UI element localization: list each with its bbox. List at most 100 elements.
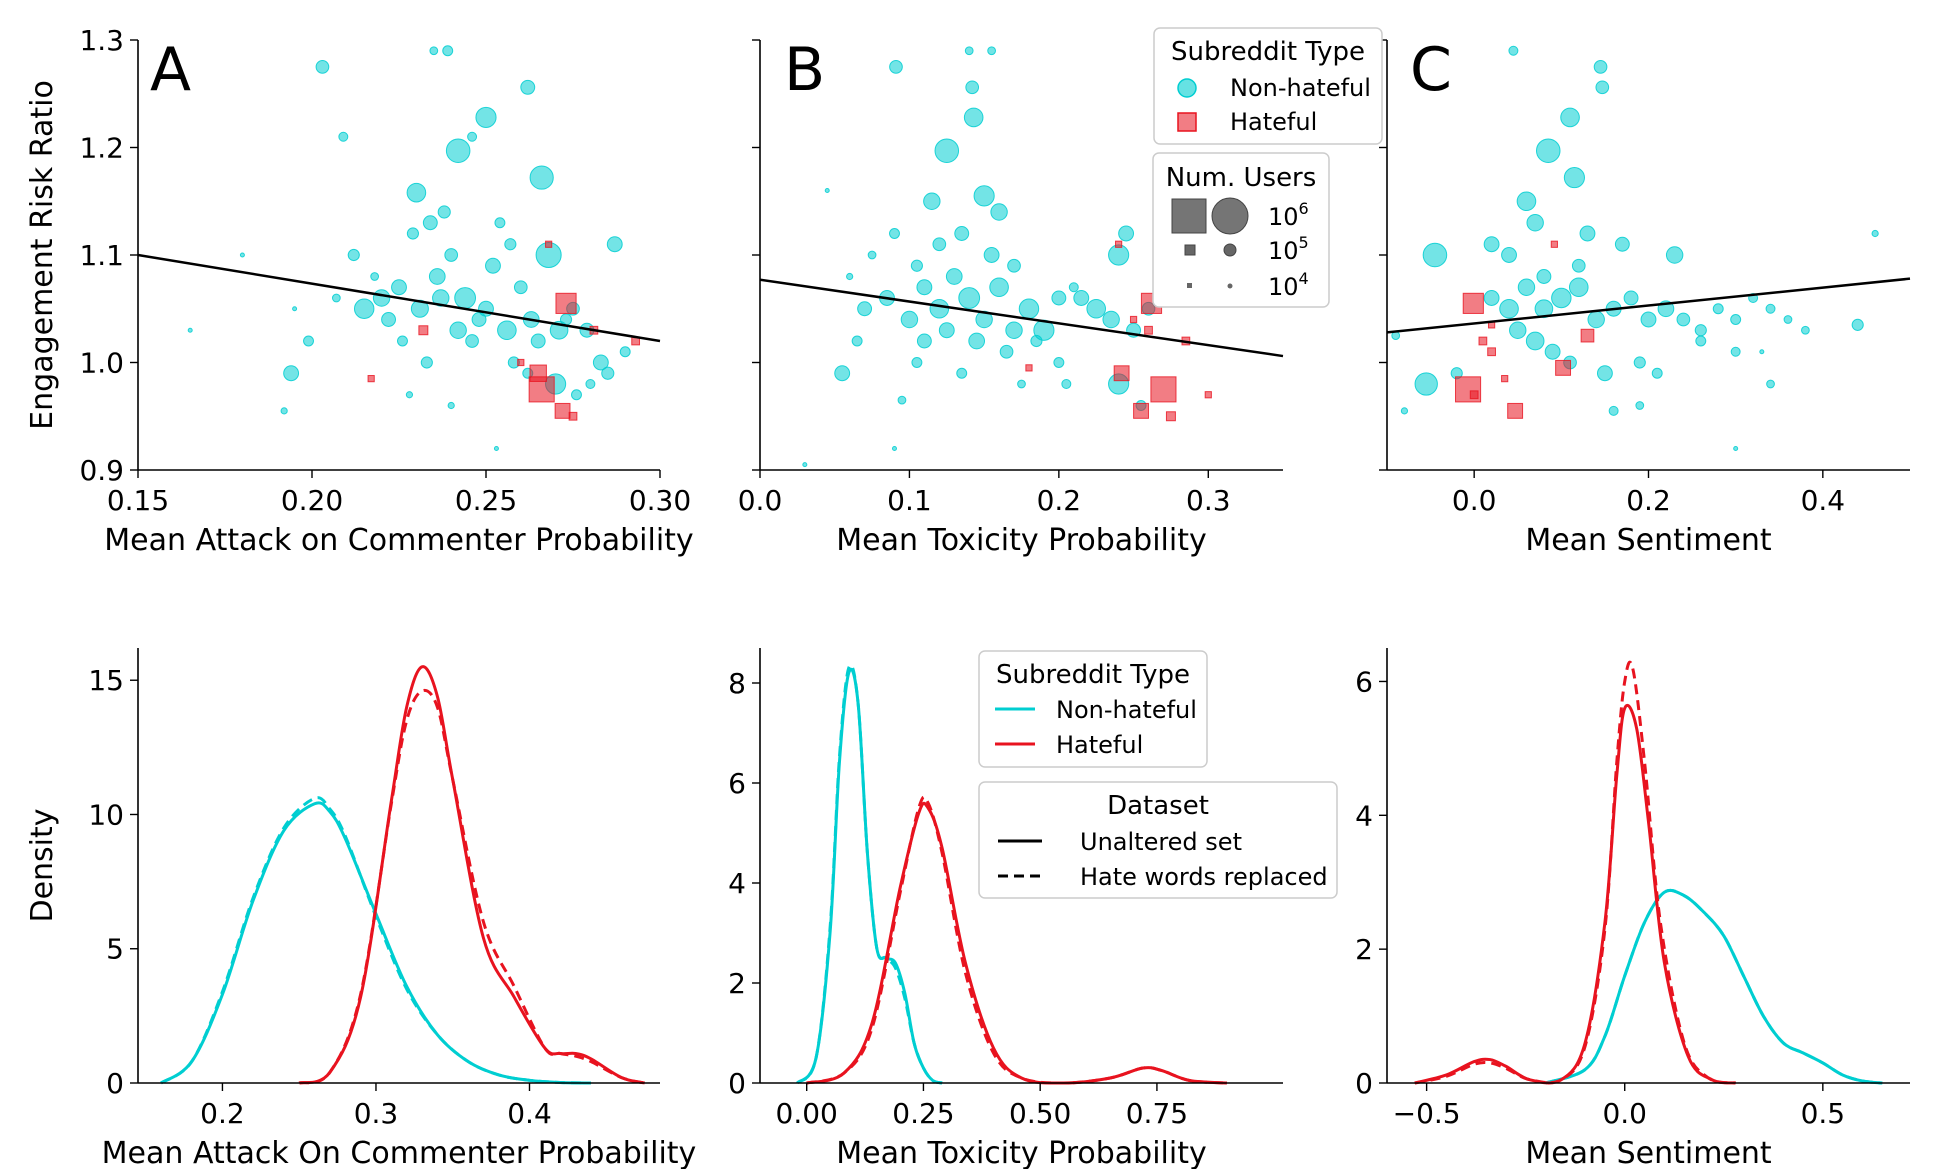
- scatter-point-non-hateful: [1651, 367, 1663, 379]
- scatter-point-non-hateful: [1614, 236, 1630, 252]
- legend-frame: [978, 650, 1208, 768]
- scatter-point-non-hateful: [381, 312, 397, 327]
- scatter-point-non-hateful: [846, 272, 854, 281]
- scatter-point-non-hateful: [397, 335, 408, 347]
- y-axis-label: Density: [25, 808, 60, 922]
- regression-line: [137, 253, 661, 343]
- panel-d-density: 0.2 0.3 0.4 0 5 10 15 Mean Attack On Commenter…: [25, 648, 696, 1169]
- scatter-point-non-hateful: [449, 321, 467, 339]
- scatter-point-non-hateful: [1560, 107, 1580, 128]
- scatter-point-hateful: [1144, 325, 1153, 335]
- scatter-point-non-hateful: [331, 293, 341, 303]
- x-tick-label: 0.5: [1801, 1097, 1846, 1130]
- scatter-point-non-hateful: [1536, 269, 1552, 284]
- scatter-point-hateful: [418, 325, 429, 336]
- scatter-point-non-hateful: [1501, 247, 1517, 263]
- scatter-point-non-hateful: [454, 287, 477, 309]
- scatter-point-non-hateful: [1595, 80, 1610, 95]
- scatter-point-non-hateful: [1712, 303, 1724, 315]
- scatter-point-non-hateful: [1516, 191, 1537, 212]
- x-tick-label: 0.30: [629, 484, 691, 517]
- scatter-point-hateful: [1113, 365, 1130, 382]
- x-tick-label: 0.75: [1126, 1097, 1188, 1130]
- scatter-point-non-hateful: [1017, 379, 1026, 389]
- scatter-point-non-hateful: [916, 333, 932, 349]
- scatter-point-hateful: [517, 358, 525, 367]
- scatter-point-non-hateful: [1608, 405, 1619, 416]
- scatter-point-non-hateful: [1801, 325, 1810, 335]
- scatter-point-non-hateful: [824, 187, 830, 194]
- scatter-point-non-hateful: [1851, 318, 1864, 331]
- scatter-point-hateful: [554, 402, 571, 419]
- x-tick-label: 0.2: [200, 1097, 245, 1130]
- y-tick-label: 5: [106, 933, 124, 966]
- legend-label-unaltered: Unaltered set: [1080, 828, 1242, 856]
- scatter-point-hateful: [1204, 391, 1212, 399]
- size-marker-circle-large: [1211, 197, 1249, 235]
- scatter-point-non-hateful: [802, 462, 808, 468]
- scatter-point-non-hateful: [1508, 45, 1519, 56]
- scatter-point-non-hateful: [851, 335, 863, 347]
- scatter-point-non-hateful: [1007, 258, 1021, 273]
- scatter-point-non-hateful: [429, 46, 439, 56]
- scatter-point-hateful: [1129, 315, 1138, 324]
- scatter-point-non-hateful: [1535, 138, 1561, 163]
- scatter-point-non-hateful: [1483, 290, 1500, 306]
- scatter-point-hateful: [1580, 328, 1595, 343]
- scatter-point-non-hateful: [283, 365, 300, 382]
- scatter-point-hateful: [545, 240, 553, 248]
- scatter-point-non-hateful: [601, 366, 615, 380]
- legend-title: Dataset: [1107, 791, 1209, 821]
- scatter-point-non-hateful: [391, 279, 407, 296]
- legend-num-users: Num. Users 106 105 104: [1152, 152, 1330, 308]
- scatter-point-non-hateful: [442, 45, 454, 57]
- x-tick-label: 0.15: [107, 484, 169, 517]
- x-axis-label: Mean Toxicity Probability: [836, 523, 1207, 558]
- y-tick-label: 8: [728, 667, 746, 700]
- scatter-point-non-hateful: [475, 106, 497, 128]
- scatter-point-non-hateful: [1073, 290, 1090, 306]
- y-tick-label: 0.9: [79, 454, 124, 487]
- regression-line: [759, 278, 1284, 358]
- panel-c-scatter: 0.0 0.2 0.4 Mean Sentiment C: [1379, 35, 1911, 558]
- scatter-point-non-hateful: [834, 365, 851, 382]
- scatter-point-non-hateful: [465, 334, 479, 348]
- x-tick-label: 0.4: [1801, 484, 1846, 517]
- scatter-point-non-hateful: [529, 165, 554, 190]
- scatter-point-non-hateful: [1118, 225, 1135, 242]
- scatter-point-non-hateful: [990, 203, 1008, 221]
- scatter-point-non-hateful: [592, 354, 609, 371]
- y-tick-label: 1.0: [79, 347, 124, 380]
- scatter-point-non-hateful: [585, 379, 596, 389]
- scatter-point-non-hateful: [965, 80, 980, 95]
- scatter-point-non-hateful: [1517, 278, 1536, 296]
- scatter-point-hateful: [555, 292, 577, 314]
- density-curve-hateful-replaced: [1414, 660, 1736, 1085]
- scatter-point-non-hateful: [891, 445, 897, 452]
- scatter-point-non-hateful: [929, 298, 950, 319]
- regression-line: [1386, 277, 1911, 334]
- density-curve-non-hateful-replaced: [160, 796, 591, 1085]
- y-tick-label: 1.3: [79, 24, 124, 57]
- x-tick-label: 0.2: [1626, 484, 1671, 517]
- scatter-point-non-hateful: [987, 46, 996, 56]
- scatter-point-non-hateful: [1633, 356, 1646, 369]
- scatter-point-non-hateful: [187, 327, 193, 333]
- y-tick-label: 6: [1355, 665, 1373, 698]
- x-axis-label: Mean Sentiment: [1525, 1136, 1772, 1169]
- density-curve-non-hateful-unaltered: [796, 667, 943, 1085]
- scatter-point-non-hateful: [964, 46, 974, 56]
- scatter-point-non-hateful: [1030, 334, 1043, 348]
- scatter-point-non-hateful: [963, 107, 984, 128]
- density-curve-hateful-replaced: [806, 795, 1228, 1085]
- scatter-point-non-hateful: [338, 131, 349, 142]
- y-tick-label: 6: [728, 767, 746, 800]
- scatter-point-hateful: [1487, 347, 1496, 357]
- scatter-point-non-hateful: [1551, 287, 1572, 309]
- scatter-point-non-hateful: [923, 192, 941, 210]
- scatter-point-non-hateful: [938, 322, 955, 339]
- x-tick-label: 0.25: [892, 1097, 954, 1130]
- scatter-point-non-hateful: [571, 389, 582, 401]
- scatter-point-non-hateful: [1102, 310, 1120, 329]
- legend-label-hateful: Hateful: [1230, 108, 1317, 136]
